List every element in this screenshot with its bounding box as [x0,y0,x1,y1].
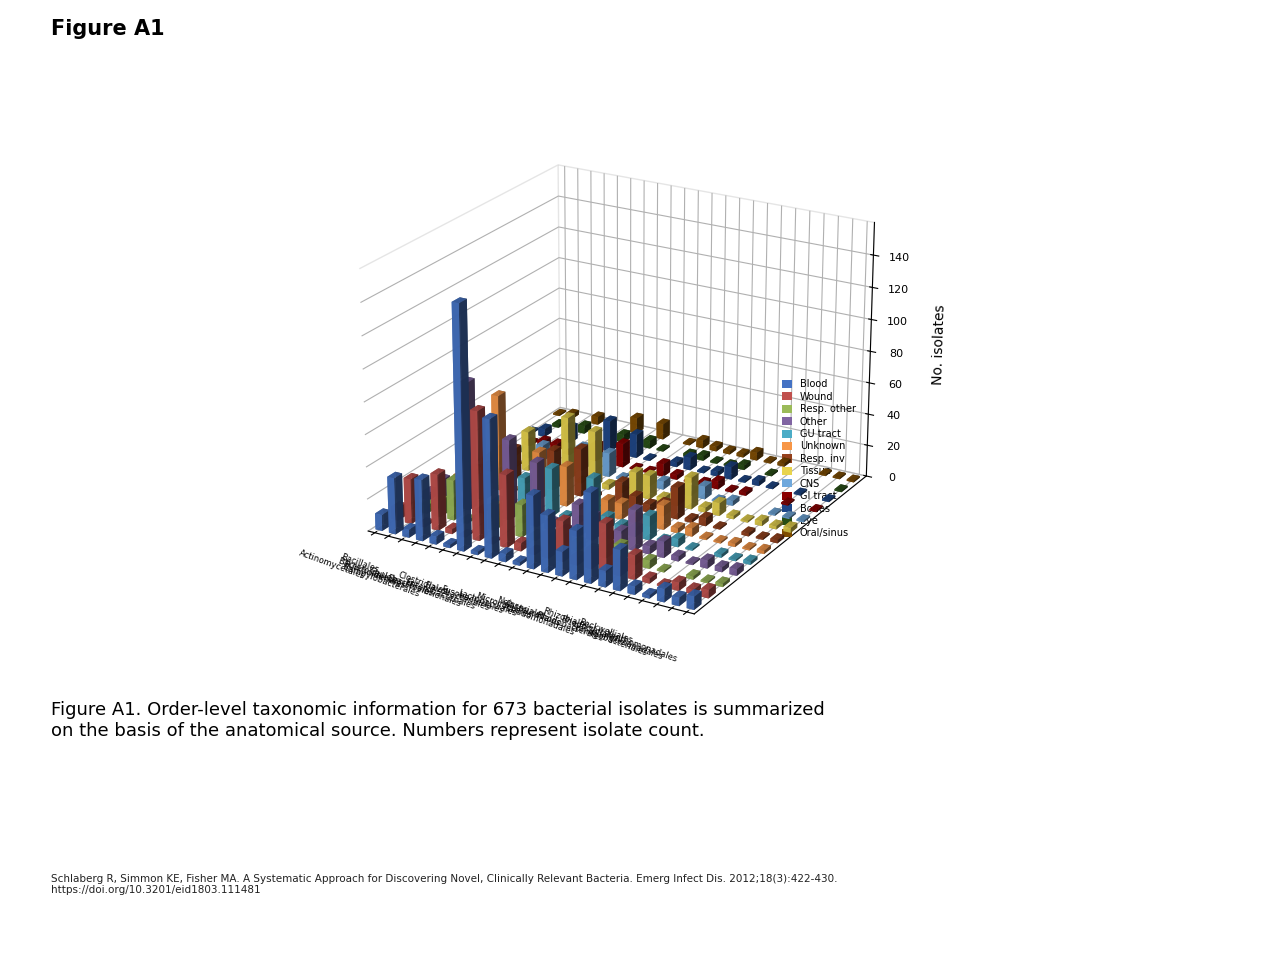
Legend: Blood, Wound, Resp. other, Other, GU tract, Unknown, Resp. inv, Tissue, CNS, GI : Blood, Wound, Resp. other, Other, GU tra… [781,377,858,540]
Text: Schlaberg R, Simmon KE, Fisher MA. A Systematic Approach for Discovering Novel, : Schlaberg R, Simmon KE, Fisher MA. A Sys… [51,874,837,895]
Text: Figure A1: Figure A1 [51,19,165,39]
Text: Figure A1. Order-level taxonomic information for 673 bacterial isolates is summa: Figure A1. Order-level taxonomic informa… [51,701,824,739]
